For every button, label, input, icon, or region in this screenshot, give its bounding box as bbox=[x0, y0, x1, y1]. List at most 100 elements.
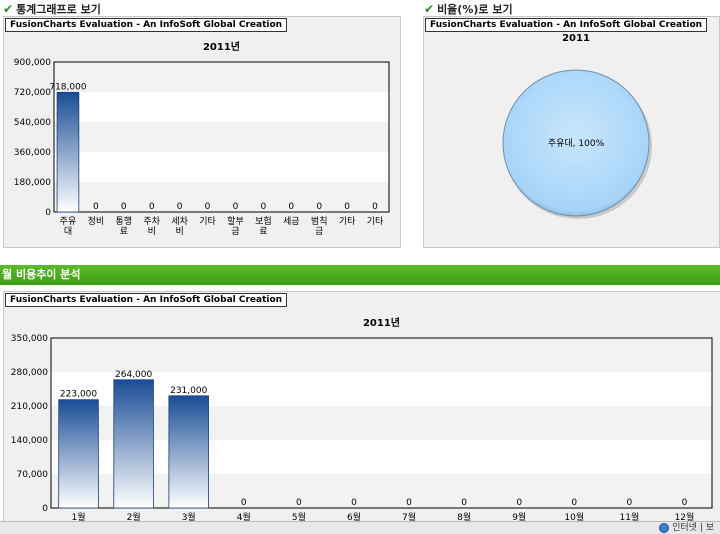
ratio-section-title: ✔ 비율(%)로 보기 bbox=[424, 1, 513, 17]
x-tick-label: 기타 bbox=[339, 216, 356, 227]
x-tick-label: 5월 bbox=[292, 511, 306, 523]
data-label: 0 bbox=[177, 202, 183, 212]
grid-band bbox=[54, 122, 389, 152]
fusioncharts-evaluation-label: FusionCharts Evaluation - An InfoSoft Gl… bbox=[5, 293, 288, 307]
x-tick-label: 11월 bbox=[620, 511, 640, 523]
x-tick-label: 6월 bbox=[347, 511, 361, 523]
data-label: 0 bbox=[205, 202, 211, 212]
stats-section-title: ✔ 통계그래프로 보기 bbox=[3, 1, 101, 17]
x-tick-label: 3월 bbox=[182, 511, 196, 523]
fusioncharts-evaluation-label: FusionCharts Evaluation - An InfoSoft Gl… bbox=[5, 18, 288, 32]
expense-bar-chart-panel: FusionCharts Evaluation - An InfoSoft Gl… bbox=[3, 16, 401, 248]
monthly-trend-title: 월 비용추이 분석 bbox=[2, 268, 81, 281]
chart-title: 2011 bbox=[562, 33, 590, 44]
x-tick-label: 4월 bbox=[237, 511, 251, 523]
x-tick-label: 금 bbox=[231, 226, 239, 237]
y-tick-label: 70,000 bbox=[17, 470, 49, 480]
y-tick-label: 210,000 bbox=[11, 402, 48, 412]
x-tick-label: 10월 bbox=[564, 511, 584, 523]
data-label: 0 bbox=[241, 498, 247, 508]
x-tick-label: 비 bbox=[148, 226, 156, 237]
x-tick-label: 통행 bbox=[116, 215, 133, 227]
grid-band bbox=[54, 152, 389, 182]
data-label: 0 bbox=[149, 202, 155, 212]
monthly-trend-header: 월 비용추이 분석 bbox=[0, 265, 720, 285]
plot-area bbox=[53, 61, 390, 213]
data-label: 0 bbox=[627, 498, 633, 508]
y-tick-label: 350,000 bbox=[11, 334, 48, 344]
x-tick-label: 기타 bbox=[367, 216, 384, 227]
x-tick-label: 7월 bbox=[402, 511, 416, 523]
chart-title: 2011년 bbox=[363, 316, 400, 329]
data-label: 0 bbox=[406, 498, 412, 508]
x-tick-label: 9월 bbox=[512, 511, 526, 523]
bar bbox=[56, 91, 80, 213]
status-zone: 인터넷 | 보 bbox=[659, 522, 714, 534]
data-label: 0 bbox=[571, 498, 577, 508]
chart-title: 2011년 bbox=[203, 40, 240, 53]
data-label: 0 bbox=[351, 498, 357, 508]
x-tick-label: 2월 bbox=[127, 511, 141, 523]
fusioncharts-evaluation-label: FusionCharts Evaluation - An InfoSoft Gl… bbox=[425, 18, 708, 32]
y-tick-label: 900,000 bbox=[14, 58, 51, 68]
x-tick-label: 비 bbox=[175, 226, 183, 237]
ratio-pie-chart: 2011 주유대, 100% bbox=[502, 33, 652, 219]
pie-slice bbox=[502, 69, 650, 217]
grid-band bbox=[51, 440, 712, 474]
browser-status-bar: 인터넷 | 보 bbox=[0, 521, 720, 534]
data-label: 0 bbox=[316, 202, 322, 212]
data-label: 0 bbox=[121, 202, 127, 212]
checkmark-icon: ✔ bbox=[424, 2, 435, 16]
y-tick-label: 0 bbox=[42, 504, 48, 514]
x-tick-label: 보험 bbox=[255, 216, 272, 227]
data-label: 264,000 bbox=[115, 370, 152, 380]
data-label: 0 bbox=[296, 498, 302, 508]
x-tick-label: 대 bbox=[64, 226, 72, 237]
grid-band bbox=[51, 474, 712, 508]
data-label: 0 bbox=[344, 202, 350, 212]
data-label: 0 bbox=[233, 202, 239, 212]
x-tick-label: 기타 bbox=[199, 216, 216, 227]
x-tick-label: 료 bbox=[120, 227, 128, 237]
monthly-bar-chart: 2011년 0 70,000 140,000 210,000 280,000 350,000… bbox=[11, 316, 713, 523]
checkmark-icon: ✔ bbox=[3, 2, 14, 16]
pie-slice-label: 주유대, 100% bbox=[548, 138, 605, 149]
x-tick-label: 주유 bbox=[60, 216, 77, 227]
y-tick-label: 360,000 bbox=[14, 148, 51, 158]
data-label: 0 bbox=[461, 498, 467, 508]
data-label: 0 bbox=[372, 202, 378, 212]
data-label: 0 bbox=[516, 498, 522, 508]
grid-band bbox=[51, 406, 712, 440]
bar bbox=[168, 395, 209, 509]
data-label: 0 bbox=[288, 202, 294, 212]
x-tick-label: 료 bbox=[259, 227, 267, 237]
data-label: 718,000 bbox=[49, 82, 86, 92]
data-label: 0 bbox=[261, 202, 267, 212]
y-tick-label: 0 bbox=[45, 208, 51, 218]
expense-bar-chart: 2011년 0 180,000 360,000 540,000 720,000 900,00… bbox=[14, 40, 390, 237]
x-tick-label: 범칙 bbox=[311, 216, 328, 227]
x-tick-label: 주차 bbox=[143, 215, 160, 227]
data-label: 223,000 bbox=[60, 390, 97, 400]
x-tick-label: 금 bbox=[315, 226, 323, 237]
x-tick-label: 정비 bbox=[88, 216, 105, 227]
x-tick-label: 세금 bbox=[283, 216, 300, 227]
globe-icon bbox=[659, 523, 670, 533]
monthly-bar-chart-panel: FusionCharts Evaluation - An InfoSoft Gl… bbox=[3, 291, 720, 525]
data-label: 0 bbox=[93, 202, 99, 212]
x-tick-label: 8월 bbox=[457, 511, 471, 523]
data-label: 0 bbox=[682, 498, 688, 508]
ratio-section-label: 비율(%)로 보기 bbox=[437, 3, 513, 16]
status-text: 인터넷 | 보 bbox=[672, 523, 714, 533]
x-tick-label: 할부 bbox=[227, 216, 244, 227]
x-tick-label: 1월 bbox=[72, 511, 86, 523]
grid-band bbox=[51, 338, 712, 372]
bar bbox=[113, 379, 154, 509]
y-tick-label: 540,000 bbox=[14, 118, 51, 128]
y-tick-label: 720,000 bbox=[14, 88, 51, 98]
grid-band bbox=[54, 92, 389, 122]
bar bbox=[58, 399, 99, 509]
y-tick-label: 280,000 bbox=[11, 368, 48, 378]
data-label: 231,000 bbox=[170, 386, 207, 396]
plot-area bbox=[50, 337, 713, 509]
